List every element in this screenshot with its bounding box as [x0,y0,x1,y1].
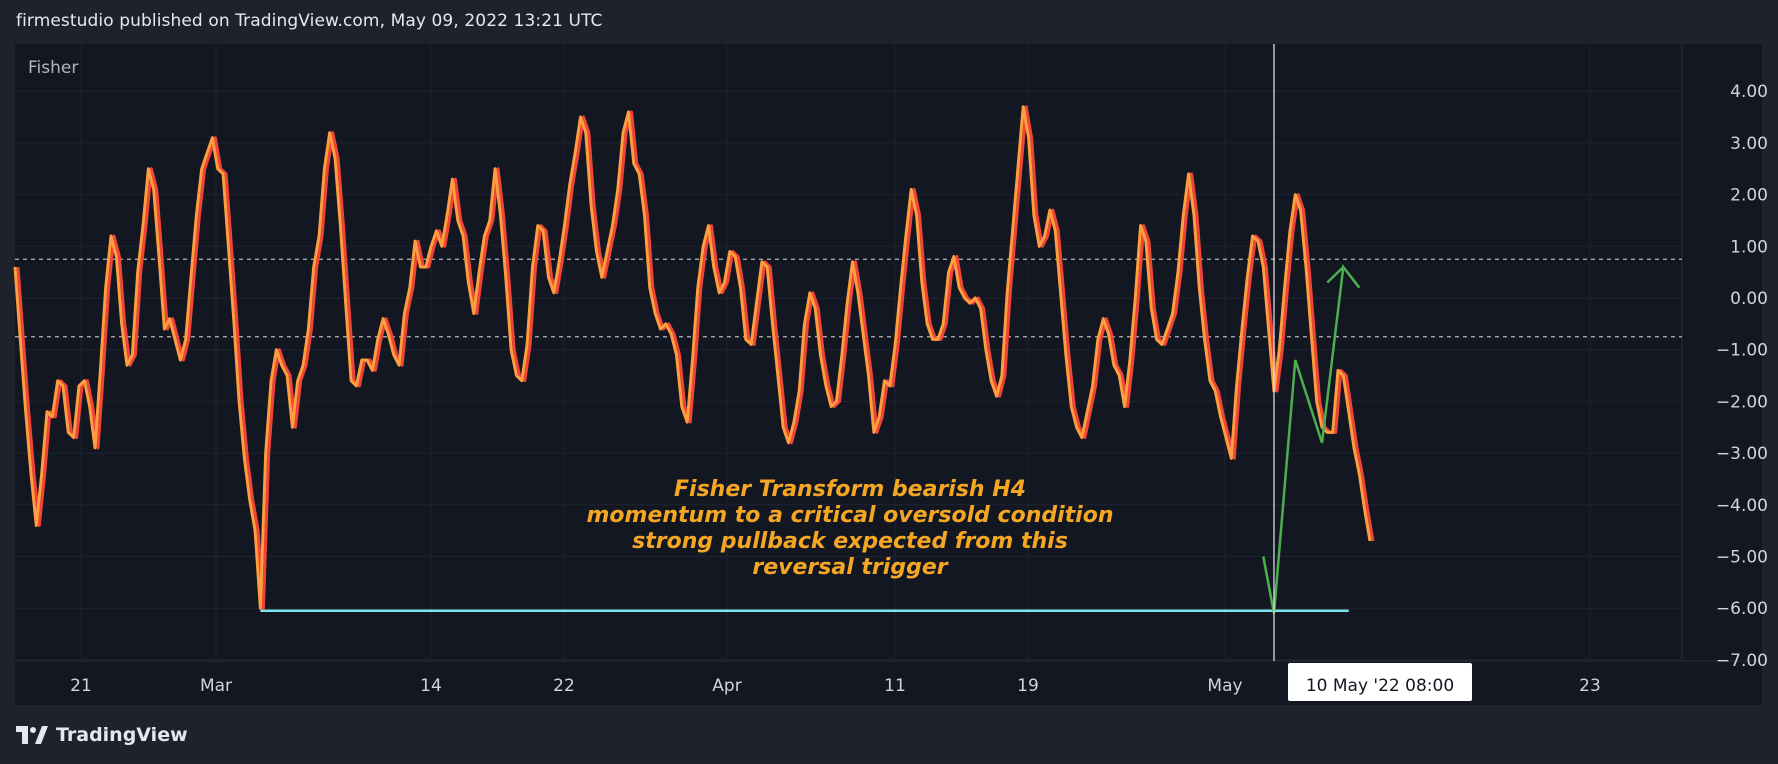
y-axis: 4.00 3.00 2.00 1.00 0.00 −1.00 −2.00 −3.00 −4.00… [1716,82,1768,671]
publish-header: firmestudio published on TradingView.com… [16,11,603,31]
fisher-line [13,105,1372,610]
y-tick-label: 0.00 [1730,289,1768,309]
cursor-date-label: 10 May '22 08:00 [1306,676,1454,696]
x-tick-label: Apr [712,676,741,696]
chart-frame [15,44,1762,705]
x-tick-label: 19 [1017,676,1039,696]
x-tick-label: 14 [420,676,442,696]
footer-brand[interactable]: TradingView [16,724,188,746]
cursor-date-tag [1288,663,1472,701]
projection-path [1262,263,1361,614]
x-tick-label: 22 [553,676,575,696]
level-lines [15,258,1682,338]
x-tick-label: May [1207,676,1242,696]
y-tick-label: −4.00 [1716,496,1768,516]
x-axis: 21 Mar 14 22 Apr 11 19 May 23 [70,676,1601,696]
fisher-series [13,105,1375,610]
projection-arrow [1262,263,1361,614]
annotation-line: strong pullback expected from this [632,529,1068,554]
y-tick-label: −7.00 [1716,651,1768,671]
annotation-line: Fisher Transform bearish H4 [674,477,1026,502]
cursor: 10 May '22 08:00 [1273,44,1472,701]
y-tick-label: −1.00 [1716,341,1768,361]
x-tick-label: 23 [1579,676,1601,696]
y-tick-label: −6.00 [1716,599,1768,619]
annotation-line: reversal trigger [752,555,948,580]
y-tick-label: 1.00 [1730,237,1768,257]
x-tick-label: 11 [884,676,906,696]
trigger-line [16,105,1375,610]
y-tick-label: −5.00 [1716,548,1768,568]
y-tick-label: 4.00 [1730,82,1768,102]
tradingview-logo-icon [16,726,48,744]
pane-title: Fisher [28,58,79,78]
y-tick-label: −3.00 [1716,444,1768,464]
x-tick-label: 21 [70,676,92,696]
brand-name: TradingView [56,724,188,746]
y-tick-label: 3.00 [1730,134,1768,154]
y-tick-label: 2.00 [1730,186,1768,206]
x-tick-label: Mar [200,676,232,696]
annotation-line: momentum to a critical oversold conditio… [586,503,1113,528]
y-tick-label: −2.00 [1716,392,1768,412]
